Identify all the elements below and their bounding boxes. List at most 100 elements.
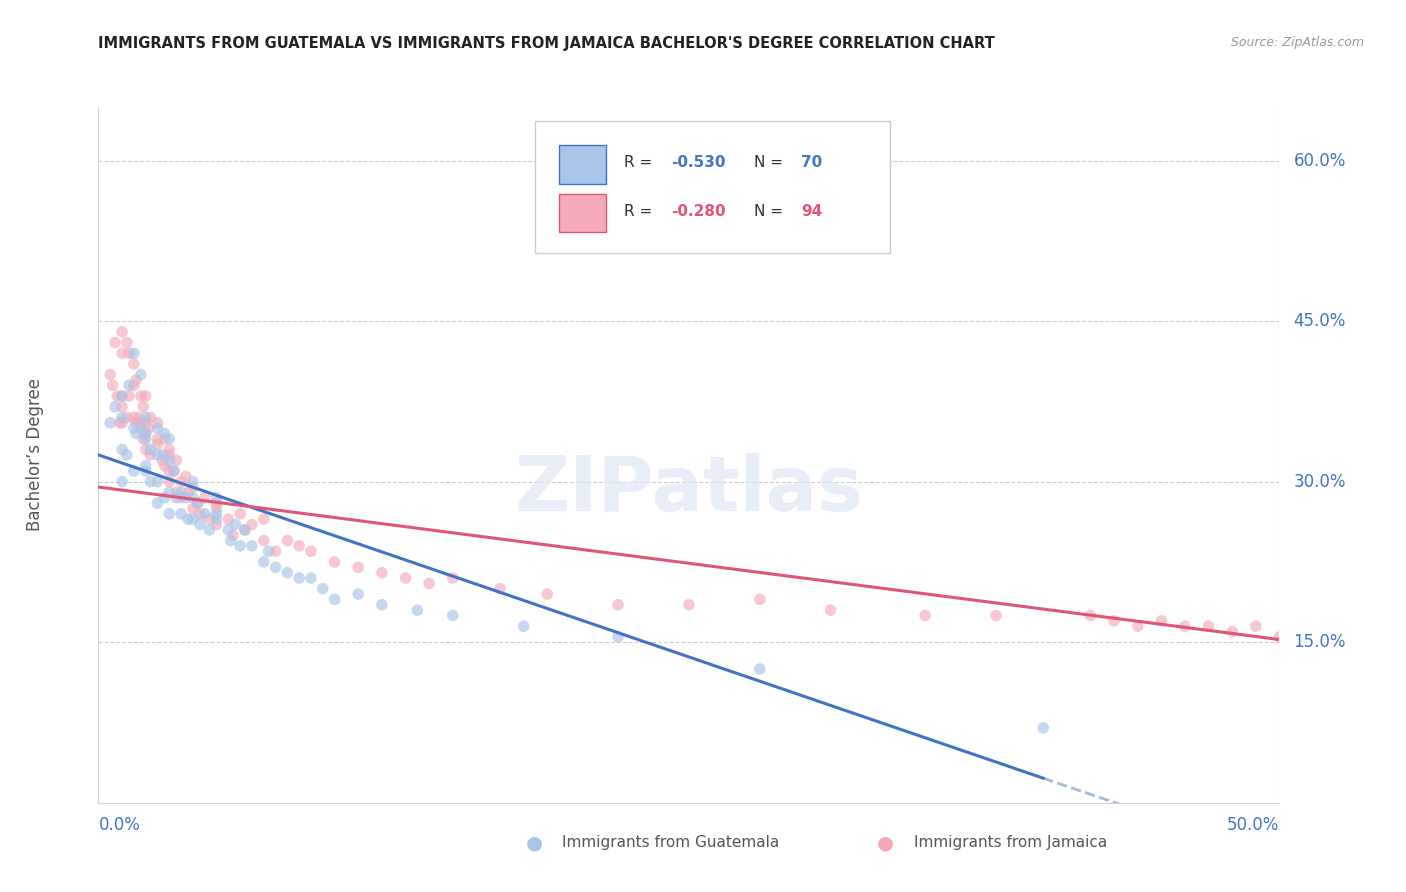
Point [139, 475, 162, 489]
Text: Source: ZipAtlas.com: Source: ZipAtlas.com [1230, 36, 1364, 49]
Point [170, 485, 193, 500]
Point [229, 507, 252, 521]
Point [984, 608, 1007, 623]
Point [111, 475, 134, 489]
Point [217, 523, 239, 537]
Point [418, 576, 440, 591]
Point [101, 378, 124, 392]
Text: ●: ● [526, 833, 543, 853]
Point [1292, 624, 1315, 639]
Point [181, 491, 204, 505]
Point [135, 416, 157, 430]
Point [122, 346, 145, 360]
Text: IMMIGRANTS FROM GUATEMALA VS IMMIGRANTS FROM JAMAICA BACHELOR'S DEGREE CORRELATI: IMMIGRANTS FROM GUATEMALA VS IMMIGRANTS … [98, 36, 995, 51]
Point [312, 582, 335, 596]
Point [1244, 619, 1267, 633]
Point [111, 400, 134, 414]
Point [205, 501, 228, 516]
Point [104, 400, 127, 414]
Text: Immigrants from Jamaica: Immigrants from Jamaica [914, 836, 1107, 850]
Point [170, 491, 193, 505]
Point [165, 453, 187, 467]
Point [371, 566, 394, 580]
Point [132, 400, 155, 414]
Point [820, 603, 842, 617]
Point [157, 432, 180, 446]
Point [111, 442, 134, 457]
Point [104, 335, 127, 350]
Point [157, 448, 180, 462]
Point [188, 517, 211, 532]
Point [135, 410, 157, 425]
Point [205, 507, 228, 521]
Text: N =: N = [754, 155, 787, 170]
Point [170, 475, 193, 489]
Point [135, 458, 157, 473]
Point [146, 432, 169, 446]
Point [111, 325, 134, 339]
Point [198, 523, 221, 537]
Point [157, 453, 180, 467]
Point [157, 507, 180, 521]
Text: Bachelor’s Degree: Bachelor’s Degree [27, 378, 44, 532]
Point [1080, 608, 1102, 623]
Text: Immigrants from Guatemala: Immigrants from Guatemala [562, 836, 780, 850]
Point [150, 448, 173, 462]
Point [153, 432, 176, 446]
Text: -0.530: -0.530 [671, 155, 725, 170]
Point [181, 512, 204, 526]
Point [115, 448, 138, 462]
Point [198, 512, 221, 526]
Point [139, 410, 162, 425]
Point [394, 571, 416, 585]
Point [264, 560, 287, 574]
Point [135, 442, 157, 457]
Text: ZIPatlas: ZIPatlas [515, 453, 863, 526]
Point [288, 571, 311, 585]
Point [118, 346, 141, 360]
Text: ●: ● [877, 833, 894, 853]
Point [122, 357, 145, 371]
Point [1126, 619, 1149, 633]
Point [163, 464, 186, 478]
Point [115, 410, 138, 425]
Point [264, 544, 287, 558]
Point [135, 432, 157, 446]
Point [276, 533, 298, 548]
Point [163, 464, 186, 478]
Point [135, 464, 157, 478]
Point [299, 544, 322, 558]
Point [146, 496, 169, 510]
Point [205, 491, 228, 505]
Point [240, 517, 263, 532]
Point [170, 507, 193, 521]
Point [111, 389, 134, 403]
Point [1198, 619, 1220, 633]
FancyBboxPatch shape [536, 121, 890, 253]
Point [111, 416, 134, 430]
Point [111, 410, 134, 425]
Point [441, 571, 464, 585]
Point [188, 507, 211, 521]
Point [98, 368, 121, 382]
FancyBboxPatch shape [560, 194, 606, 232]
Point [153, 458, 176, 473]
Point [146, 421, 169, 435]
Point [118, 378, 141, 392]
Point [347, 587, 370, 601]
Point [257, 544, 280, 558]
Point [224, 517, 246, 532]
Point [253, 512, 276, 526]
Point [165, 485, 187, 500]
Text: N =: N = [754, 204, 787, 219]
Point [187, 496, 209, 510]
Point [157, 485, 180, 500]
Point [135, 426, 157, 441]
Point [108, 416, 131, 430]
Point [146, 448, 169, 462]
Point [233, 523, 256, 537]
Point [122, 421, 145, 435]
Point [276, 566, 298, 580]
Point [111, 389, 134, 403]
Point [240, 539, 263, 553]
